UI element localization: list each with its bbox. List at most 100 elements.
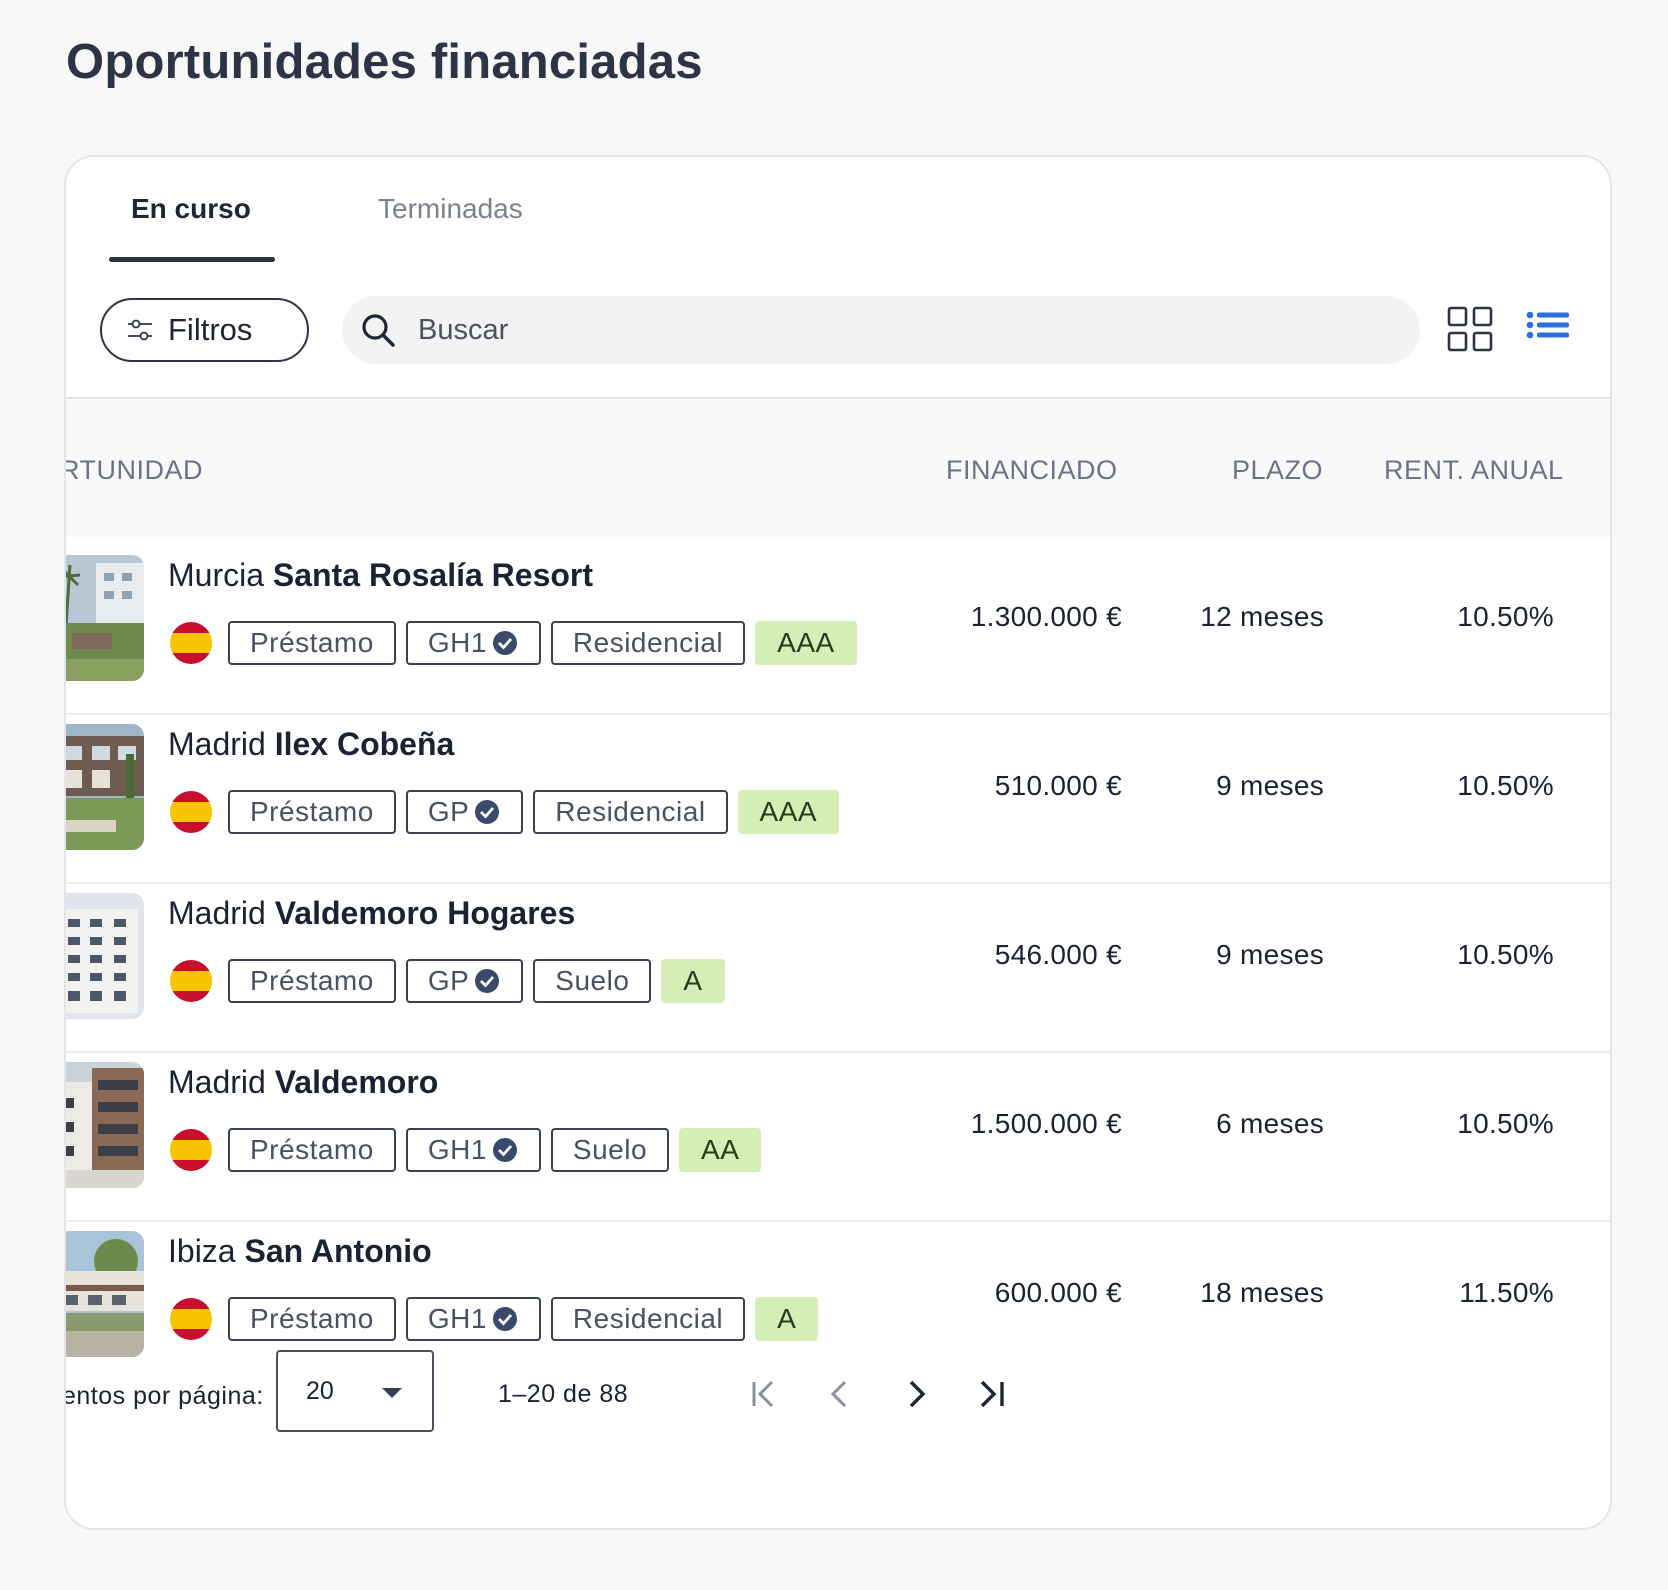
- column-header-financed[interactable]: FINANCIADO: [946, 455, 1118, 485]
- opportunity-tags: Préstamo GH1 Suelo AA: [228, 1128, 762, 1172]
- annual-return: 11.50%: [1459, 1277, 1554, 1308]
- tag-grade-label: GP: [427, 965, 470, 996]
- table-row[interactable]: Madrid Ilex Cobeña Préstamo GP Residenci…: [66, 706, 1610, 884]
- page-title: Oportunidades financiadas: [66, 35, 703, 89]
- tag-category: Residencial: [550, 1297, 746, 1341]
- opportunity-city: Madrid: [168, 726, 266, 762]
- opportunity-name: San Antonio: [244, 1233, 432, 1269]
- tag-grade: GH1: [405, 1297, 541, 1341]
- tag-grade-label: GH1: [427, 1303, 487, 1334]
- opportunity-city: Madrid: [168, 1064, 266, 1100]
- tag-category: Suelo: [550, 1128, 670, 1172]
- verified-icon: [475, 969, 500, 993]
- table-row[interactable]: Ibiza San Antonio Préstamo GH1 Residenci…: [66, 1213, 1610, 1391]
- financed-amount: 600.000 €: [994, 1277, 1122, 1308]
- term: 18 meses: [1200, 1277, 1324, 1308]
- property-thumbnail: [66, 724, 144, 850]
- spain-flag-icon: [170, 622, 212, 664]
- tag-grade: GH1: [405, 1128, 541, 1172]
- table-row[interactable]: Murcia Santa Rosalía Resort Préstamo GH1…: [66, 537, 1610, 715]
- opportunity-name: Valdemoro: [274, 1064, 439, 1100]
- tag-category: Suelo: [533, 959, 652, 1003]
- verified-icon: [492, 1138, 517, 1162]
- search-icon: [362, 314, 395, 347]
- per-page-label: entos por página:: [64, 1382, 264, 1410]
- chevron-left-icon[interactable]: [820, 1374, 860, 1414]
- tag-rating: A: [755, 1297, 819, 1341]
- page-range: 1–20 de 88: [498, 1380, 629, 1408]
- column-header-annual-return[interactable]: RENT. ANUAL: [1384, 455, 1564, 485]
- per-page-value: 20: [306, 1376, 334, 1405]
- per-page-select[interactable]: 20: [276, 1350, 434, 1432]
- financed-amount: 1.300.000 €: [970, 601, 1122, 632]
- tabs: En curso Terminadas: [66, 157, 1610, 267]
- opportunity-name: Santa Rosalía Resort: [272, 557, 594, 593]
- opportunity-tags: Préstamo GH1 Residencial A: [228, 1297, 819, 1341]
- first-page-icon[interactable]: [744, 1374, 784, 1414]
- tag-grade-label: GH1: [427, 1134, 487, 1165]
- verified-icon: [475, 800, 500, 824]
- term: 6 meses: [1216, 1108, 1324, 1139]
- search-input[interactable]: [418, 313, 1318, 347]
- filters-button[interactable]: Filtros: [100, 298, 309, 362]
- tag-category: Residencial: [550, 621, 746, 665]
- tag-rating: AAA: [755, 621, 857, 665]
- chevron-right-icon[interactable]: [896, 1374, 936, 1414]
- table-header: RTUNIDAD FINANCIADO PLAZO RENT. ANUAL: [66, 399, 1610, 537]
- opportunity-title[interactable]: Murcia Santa Rosalía Resort: [168, 557, 593, 594]
- opportunity-title[interactable]: Madrid Valdemoro Hogares: [168, 895, 575, 932]
- caret-down-icon: [382, 1388, 402, 1398]
- filters-label: Filtros: [168, 312, 253, 347]
- opportunities-card: En curso Terminadas Filtros: [64, 155, 1612, 1530]
- property-thumbnail: [66, 893, 144, 1019]
- opportunity-title[interactable]: Ibiza San Antonio: [168, 1233, 432, 1270]
- financed-amount: 510.000 €: [994, 770, 1122, 801]
- verified-icon: [492, 1307, 517, 1331]
- annual-return: 10.50%: [1457, 939, 1554, 970]
- table-row[interactable]: Madrid Valdemoro Hogares Préstamo GP Sue…: [66, 875, 1610, 1053]
- tag-rating: A: [661, 959, 725, 1003]
- spain-flag-icon: [170, 1298, 212, 1340]
- tab-en-curso[interactable]: En curso: [131, 193, 251, 224]
- property-thumbnail: [66, 555, 144, 681]
- active-tab-indicator: [109, 257, 275, 262]
- table-row[interactable]: Madrid Valdemoro Préstamo GH1 Suelo AA 1…: [66, 1044, 1610, 1222]
- column-header-opportunity[interactable]: RTUNIDAD: [64, 455, 204, 485]
- tag-grade: GH1: [405, 621, 541, 665]
- opportunity-title[interactable]: Madrid Ilex Cobeña: [168, 726, 454, 763]
- grid-view-icon[interactable]: [1446, 305, 1494, 353]
- tag-grade: GP: [405, 959, 524, 1003]
- opportunity-city: Madrid: [168, 895, 266, 931]
- opportunity-city: Ibiza: [168, 1233, 236, 1269]
- tag-category: Residencial: [533, 790, 728, 834]
- column-header-term[interactable]: PLAZO: [1232, 455, 1324, 485]
- spain-flag-icon: [170, 960, 212, 1002]
- opportunity-name: Ilex Cobeña: [274, 726, 455, 762]
- tag-grade-label: GH1: [427, 627, 487, 658]
- tag-rating: AAA: [737, 790, 840, 834]
- list-view-icon[interactable]: [1526, 307, 1570, 351]
- toolbar-divider: [66, 397, 1610, 399]
- tag-rating: AA: [679, 1128, 762, 1172]
- opportunity-tags: Préstamo GH1 Residencial AAA: [228, 621, 857, 665]
- verified-icon: [492, 631, 517, 655]
- tag-type: Préstamo: [228, 959, 396, 1003]
- financed-amount: 1.500.000 €: [970, 1108, 1122, 1139]
- financed-amount: 546.000 €: [994, 939, 1122, 970]
- opportunity-title[interactable]: Madrid Valdemoro: [168, 1064, 438, 1101]
- opportunity-city: Murcia: [168, 557, 265, 593]
- spain-flag-icon: [170, 1129, 212, 1171]
- sliders-icon: [128, 319, 152, 341]
- term: 9 meses: [1216, 770, 1324, 801]
- last-page-icon[interactable]: [972, 1374, 1012, 1414]
- term: 9 meses: [1216, 939, 1324, 970]
- pagination: entos por página: 20 1–20 de 88: [66, 1340, 1610, 1440]
- opportunity-tags: Préstamo GP Residencial AAA: [228, 790, 840, 834]
- tab-terminadas[interactable]: Terminadas: [378, 193, 523, 224]
- property-thumbnail: [66, 1231, 144, 1357]
- tag-grade: GP: [405, 790, 524, 834]
- opportunity-name: Valdemoro Hogares: [274, 895, 576, 931]
- annual-return: 10.50%: [1457, 1108, 1554, 1139]
- tag-type: Préstamo: [228, 790, 396, 834]
- search-box[interactable]: [342, 296, 1420, 364]
